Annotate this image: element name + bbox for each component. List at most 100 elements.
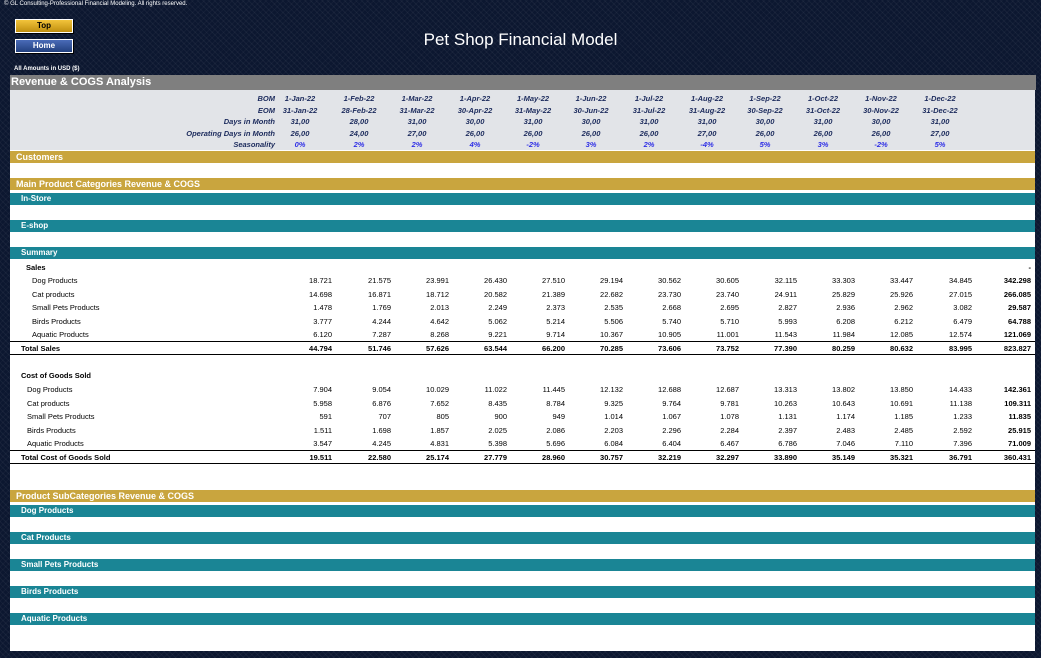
timeline-cell: 31-Dec-22 <box>922 106 958 115</box>
value-cell: 2.485 <box>894 425 913 435</box>
row-total: 64.788 <box>1008 316 1031 326</box>
value-cell: 900 <box>494 412 507 421</box>
value-cell: 10.691 <box>890 398 913 408</box>
value-cell: 7.904 <box>313 385 332 394</box>
value-cell: 3.547 <box>313 439 332 448</box>
value-cell: 12.687 <box>716 385 739 394</box>
value-cell: 1.067 <box>662 412 681 421</box>
timeline-cell: 31-May-22 <box>514 106 552 115</box>
timeline-cell: 1-Aug-22 <box>690 94 724 103</box>
value-cell: 23.991 <box>426 276 449 285</box>
top-button[interactable]: Top <box>15 19 73 33</box>
value-cell: 80.259 <box>832 344 855 353</box>
subcategory-bar[interactable]: Aquatic Products <box>10 613 1035 625</box>
value-cell: 29.194 <box>600 276 623 285</box>
value-cell: 2.668 <box>662 303 681 312</box>
value-cell: 4.831 <box>430 439 449 448</box>
value-cell: 7.110 <box>894 439 913 448</box>
subcategory-bar[interactable]: Small Pets Products <box>10 559 1035 571</box>
row-label: Dog Products <box>32 276 78 285</box>
timeline-cell: 1-Jan-22 <box>284 94 316 103</box>
value-cell: 7.287 <box>372 330 391 339</box>
value-cell: 9.054 <box>372 385 391 394</box>
timeline-cell: -4% <box>700 140 714 149</box>
value-cell: 805 <box>436 412 449 421</box>
value-cell: 11.543 <box>774 330 797 339</box>
subcategory-bar[interactable]: Birds Products <box>10 586 1035 598</box>
total-cogs-row: Total Cost of Goods Sold 19.511 22.580 25.1… <box>10 451 1035 464</box>
subcategory-bar[interactable]: Cat Products <box>10 532 1035 544</box>
value-cell: 1.478 <box>313 303 332 312</box>
timeline-cell: 28,00 <box>349 117 369 126</box>
value-cell: 2.284 <box>720 425 739 435</box>
customers-bar[interactable]: Customers <box>10 151 1035 163</box>
value-cell: 10.263 <box>774 398 797 408</box>
value-cell: 2.592 <box>953 425 972 435</box>
timeline-cell: 1-May-22 <box>516 94 550 103</box>
value-cell: 6.120 <box>313 330 332 339</box>
timeline-cell: 31-Aug-22 <box>688 106 726 115</box>
total-rule <box>10 450 1035 451</box>
value-cell: 18.712 <box>426 289 449 299</box>
value-cell: 949 <box>552 412 565 421</box>
value-cell: 13.802 <box>832 385 855 394</box>
home-button[interactable]: Home <box>15 39 73 53</box>
timeline-cell: 31-Jan-22 <box>282 106 318 115</box>
timeline-cell: 30-Jun-22 <box>573 106 609 115</box>
timeline-cell: 30,00 <box>581 117 601 126</box>
e-shop-bar[interactable]: E-shop <box>10 220 1035 232</box>
value-cell: 11.001 <box>716 330 739 339</box>
value-cell: 4.642 <box>430 316 449 326</box>
timeline-cell: 30,00 <box>755 117 775 126</box>
timeline-cell: 1-Oct-22 <box>807 94 838 103</box>
value-cell: 22.682 <box>600 289 623 299</box>
timeline-cell: 30,00 <box>871 117 891 126</box>
value-cell: 2.535 <box>604 303 623 312</box>
value-cell: 7.396 <box>953 439 972 448</box>
timeline-row-label: BOM <box>257 94 276 103</box>
value-cell: 5.062 <box>488 316 507 326</box>
timeline-cell: 5% <box>759 140 771 149</box>
timeline-row: BOM 1-Jan-22 1-Feb-22 1-Mar-22 1-Apr-22 1-May… <box>10 93 1035 105</box>
table-row: Aquatic Products 6.120 7.287 8.268 9.221 9.71… <box>10 328 1035 341</box>
value-cell: 6.876 <box>372 398 391 408</box>
currency-note: All Amounts in USD ($) <box>14 66 80 72</box>
value-cell: 33.890 <box>774 453 797 462</box>
main-categories-bar[interactable]: Main Product Categories Revenue & COGS <box>10 178 1035 190</box>
value-cell: 4.245 <box>372 439 391 448</box>
value-cell: 77.390 <box>774 344 797 353</box>
table-row: Aquatic Products 3.547 4.245 4.831 5.398 5.69… <box>10 437 1035 450</box>
timeline-row: Seasonality 0% 2% 2% 4% -2% 3% 2% -4% 5% 3% -2% 5% <box>10 139 1035 151</box>
value-cell: 1.698 <box>372 425 391 435</box>
sub-categories-bar[interactable]: Product SubCategories Revenue & COGS <box>10 490 1035 502</box>
timeline-row-label: Days in Month <box>223 117 275 126</box>
in-store-bar[interactable]: In-Store <box>10 193 1035 205</box>
value-cell: 9.764 <box>662 398 681 408</box>
value-cell: 21.575 <box>368 276 391 285</box>
value-cell: 6.208 <box>836 316 855 326</box>
total-rule <box>10 354 1035 355</box>
timeline-cell: 31,00 <box>697 117 717 126</box>
timeline-cell: 1-Feb-22 <box>343 94 375 103</box>
timeline-cell: 3% <box>817 140 829 149</box>
subcategory-bar[interactable]: Dog Products <box>10 505 1035 517</box>
value-cell: 5.696 <box>546 439 565 448</box>
value-cell: 11.984 <box>832 330 855 339</box>
timeline-cell: 26,00 <box>523 129 543 138</box>
timeline-cell: 2% <box>411 140 423 149</box>
value-cell: 6.404 <box>662 439 681 448</box>
value-cell: 3.082 <box>953 303 972 312</box>
timeline-cell: 24,00 <box>349 129 369 138</box>
page-title: Pet Shop Financial Model <box>423 30 618 49</box>
summary-bar[interactable]: Summary <box>10 247 1035 259</box>
timeline-cell: 30,00 <box>465 117 485 126</box>
value-cell: 36.791 <box>949 453 972 462</box>
value-cell: 6.084 <box>604 439 623 448</box>
value-cell: 13.313 <box>774 385 797 394</box>
table-row: Birds Products 3.777 4.244 4.642 5.062 5.214 5… <box>10 315 1035 328</box>
value-cell: 591 <box>319 412 332 421</box>
timeline-cell: 27,00 <box>930 129 950 138</box>
value-cell: 10.367 <box>600 330 623 339</box>
row-total: 342.298 <box>1003 276 1031 285</box>
value-cell: 34.845 <box>949 276 972 285</box>
